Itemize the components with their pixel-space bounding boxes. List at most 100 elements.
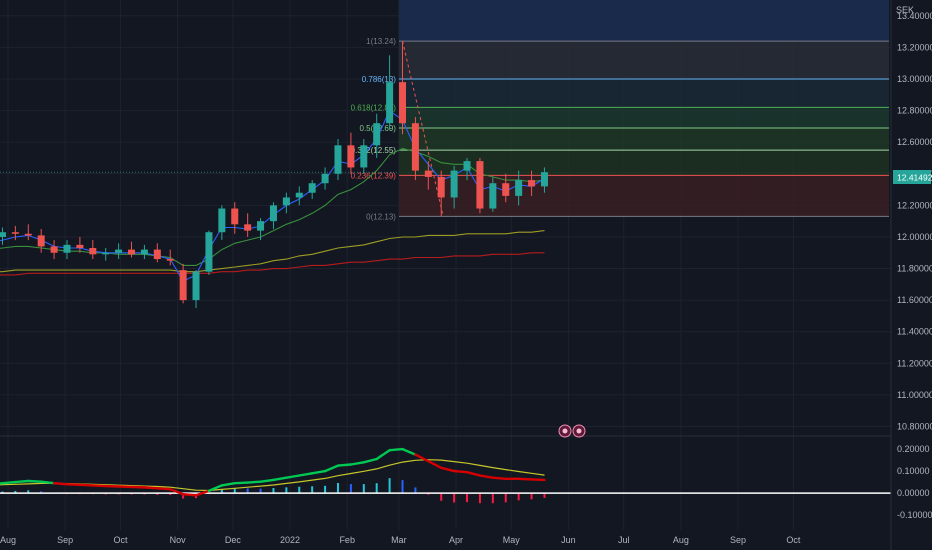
macd-histogram-bar [362, 484, 365, 494]
macd-line-segment [414, 453, 430, 463]
price-tick-label: 13.00000 [897, 74, 932, 84]
candle-body [231, 208, 239, 225]
macd-histogram-bar [543, 493, 546, 498]
flower-icon-center [562, 428, 568, 434]
macd-line-segment [298, 472, 314, 477]
currency-label: SEK [896, 5, 914, 15]
time-tick-label: Jul [618, 535, 630, 545]
macd-histogram-bar [1, 491, 4, 494]
candle-body [37, 235, 45, 247]
macd-line-segment [349, 461, 365, 466]
macd-histogram-bar [285, 487, 288, 494]
macd-line-segment [207, 484, 224, 493]
macd-histogram-bar [272, 488, 275, 494]
price-tick-label: 11.60000 [897, 295, 932, 305]
moving-average-line [0, 230, 545, 273]
macd-histogram-bar [453, 493, 456, 503]
macd-histogram-bar [40, 491, 43, 494]
macd-line-segment [78, 483, 95, 487]
macd-line-segment [1, 480, 17, 485]
macd-tick-label: 0.10000 [897, 466, 930, 476]
candle-body [528, 180, 536, 187]
candle-body [244, 224, 252, 231]
macd-tick-label: 0.20000 [897, 444, 930, 454]
macd-line-segment [14, 479, 30, 484]
macd-histogram-bar [504, 493, 507, 503]
macd-line-segment [465, 471, 482, 477]
time-tick-label: Aug [0, 535, 16, 545]
time-tick-label: Oct [113, 535, 128, 545]
macd-line-segment [440, 466, 456, 473]
macd-histogram-bar [349, 484, 352, 494]
candles [0, 41, 548, 309]
macd-line-segment [362, 457, 378, 464]
time-tick-label: Nov [170, 535, 187, 545]
fib-level-label: 0.618(12.82) [351, 103, 397, 112]
macd-histogram-bar [324, 485, 327, 494]
macd-pane [0, 447, 891, 504]
macd-line-segment [323, 464, 340, 473]
price-tick-label: 11.20000 [897, 358, 932, 368]
fibonacci-retracement[interactable]: 1(13.24)0.786(13)0.618(12.82)0.5(12.69)0… [351, 0, 889, 221]
candle-body [192, 271, 200, 301]
time-tick-label: May [503, 535, 521, 545]
macd-line-segment [0, 482, 4, 485]
candle-body [24, 233, 32, 236]
macd-histogram-bar [440, 493, 443, 501]
fib-zone [398, 150, 889, 176]
macd-tick-label: 0.00000 [897, 488, 930, 498]
macd-line-segment [181, 493, 198, 497]
flower-icon-center [576, 428, 582, 434]
fib-extension-zone [398, 0, 889, 42]
macd-line-segment [517, 477, 533, 481]
time-tick-label: Dec [225, 535, 242, 545]
macd-line-segment [388, 447, 404, 452]
candle-body [179, 270, 187, 301]
macd-histogram-bar [491, 493, 494, 504]
macd-histogram-bar [233, 488, 236, 494]
macd-histogram-bar [246, 488, 249, 494]
candle-body [308, 183, 316, 193]
fib-zone [398, 175, 889, 217]
macd-tick-label: -0.10000 [897, 510, 932, 520]
fib-zone [398, 78, 889, 108]
price-tick-label: 12.60000 [897, 137, 932, 147]
macd-line-segment [336, 463, 353, 467]
macd-line-segment [233, 481, 249, 485]
candle-body [463, 161, 471, 171]
candle-body [360, 145, 368, 168]
fib-zone [398, 107, 889, 128]
price-tick-label: 10.80000 [897, 422, 932, 432]
candle-body [540, 172, 548, 187]
candle-body [76, 244, 84, 249]
macd-line-segment [220, 482, 236, 487]
time-axis[interactable]: Aug Sep Oct Nov Dec 2022 Feb Mar Apr May Jun Jul Aug… [0, 535, 801, 545]
candle-body [89, 248, 97, 255]
moving-average-line [0, 147, 545, 266]
macd-line-segment [478, 474, 495, 479]
candle-body [282, 197, 290, 206]
macd-histogram-bar [427, 493, 430, 495]
candle-body [257, 221, 265, 231]
macd-histogram-bar [169, 493, 172, 496]
time-tick-label: Sep [57, 535, 73, 545]
moving-average-line [0, 252, 545, 276]
macd-histogram-bar [298, 486, 301, 494]
candle-body [153, 249, 161, 260]
macd-histogram-bar [517, 493, 520, 501]
price-tick-label: 11.80000 [897, 264, 932, 274]
fib-trend-line [402, 40, 444, 217]
macd-histogram-bar [311, 486, 314, 494]
candle-body [334, 145, 342, 174]
macd-line-segment [491, 476, 507, 480]
macd-histogram-bar [478, 493, 481, 504]
price-tick-label: 13.20000 [897, 42, 932, 52]
candle-body [218, 208, 226, 233]
macd-line-segment [375, 449, 391, 461]
macd-histogram-bar [401, 480, 404, 494]
candle-body [515, 180, 523, 196]
candle-body [205, 232, 213, 272]
candle-body [373, 123, 381, 146]
event-markers[interactable] [558, 424, 586, 438]
